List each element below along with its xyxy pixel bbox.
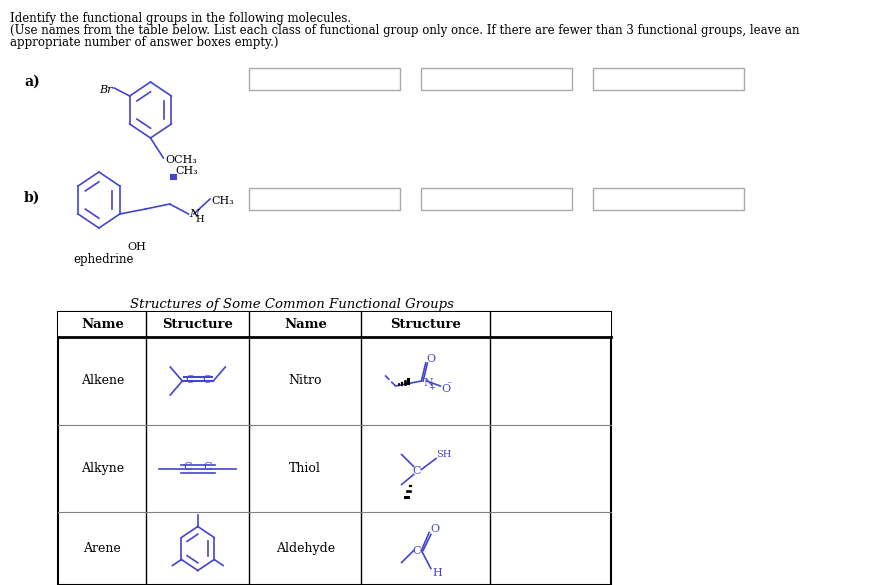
Text: C: C <box>203 375 210 385</box>
Bar <box>58 312 610 337</box>
Bar <box>58 312 610 585</box>
Text: N: N <box>423 378 433 388</box>
Text: Thiol: Thiol <box>289 462 321 475</box>
Text: b): b) <box>24 191 40 205</box>
Bar <box>594 68 744 90</box>
Text: C: C <box>413 466 422 477</box>
Text: a): a) <box>24 75 40 89</box>
Text: CH₃: CH₃ <box>175 166 198 176</box>
Text: H: H <box>196 215 204 225</box>
Text: ⁻: ⁻ <box>446 380 451 390</box>
Text: Structure: Structure <box>390 318 461 332</box>
Text: N: N <box>189 209 199 219</box>
Bar <box>250 188 400 210</box>
Text: Structure: Structure <box>162 318 233 332</box>
Bar <box>250 68 400 90</box>
Text: OCH₃: OCH₃ <box>165 155 197 165</box>
Text: +: + <box>429 383 435 391</box>
Text: Aldehyde: Aldehyde <box>276 542 335 555</box>
Text: Br: Br <box>99 85 113 95</box>
Text: C: C <box>204 463 212 473</box>
Text: CH₃: CH₃ <box>212 196 235 206</box>
Text: H: H <box>433 567 443 577</box>
Text: C: C <box>413 545 422 556</box>
Text: Alkene: Alkene <box>80 374 124 387</box>
Text: O: O <box>441 384 450 394</box>
Text: Arene: Arene <box>84 542 121 555</box>
Text: Structures of Some Common Functional Groups: Structures of Some Common Functional Gro… <box>130 298 454 311</box>
Text: Nitro: Nitro <box>289 374 322 387</box>
Text: Alkyne: Alkyne <box>81 462 124 475</box>
Text: Name: Name <box>284 318 327 332</box>
Text: appropriate number of answer boxes empty.): appropriate number of answer boxes empty… <box>10 36 278 49</box>
Text: (Use names from the table below. List each class of functional group only once. : (Use names from the table below. List ea… <box>10 24 800 37</box>
Text: C: C <box>185 375 194 385</box>
Text: SH: SH <box>436 450 451 459</box>
Bar <box>594 188 744 210</box>
Text: O: O <box>431 524 440 534</box>
Text: Name: Name <box>81 318 124 332</box>
Text: Identify the functional groups in the following molecules.: Identify the functional groups in the fo… <box>10 12 352 25</box>
Text: OH: OH <box>127 242 147 252</box>
Bar <box>422 68 572 90</box>
Text: O: O <box>427 354 436 364</box>
Text: ephedrine: ephedrine <box>73 253 134 267</box>
Text: C: C <box>183 463 192 473</box>
Bar <box>422 188 572 210</box>
